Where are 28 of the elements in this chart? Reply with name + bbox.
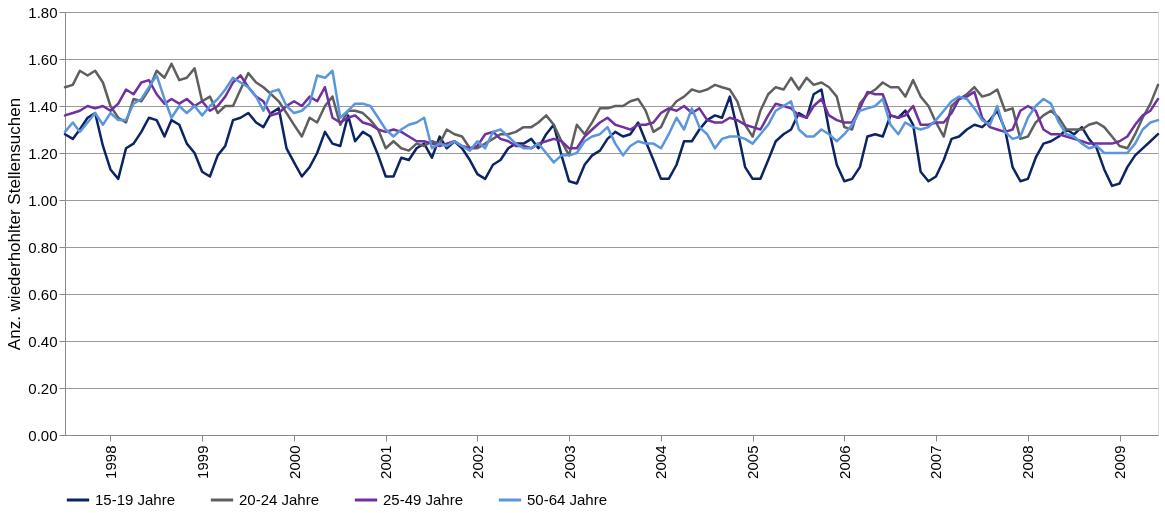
x-tick-label: 2008 — [1019, 445, 1037, 479]
x-tick-label: 1999 — [193, 445, 211, 479]
x-tick-label: 2006 — [835, 445, 853, 479]
legend-label: 50-64 Jahre — [527, 491, 608, 508]
y-tick-label: 0.60 — [28, 285, 58, 303]
y-tick-label: 0.20 — [28, 379, 58, 397]
y-axis-title: Anz. wiederhohlter Stellensuchen — [5, 97, 25, 351]
x-tick-label: 2000 — [285, 445, 303, 479]
legend-label: 20-24 Jahre — [239, 491, 320, 508]
y-tick-label: 1.20 — [28, 144, 58, 162]
y-tick-label: 1.00 — [28, 191, 58, 209]
y-tick-label: 1.80 — [28, 3, 58, 21]
y-tick-label: 0.80 — [28, 238, 58, 256]
x-tick-label: 2009 — [1111, 445, 1129, 479]
x-tick-label: 2005 — [744, 445, 762, 479]
x-tick-label: 2002 — [468, 445, 486, 479]
x-tick-label: 2007 — [927, 445, 945, 479]
x-tick-label: 2001 — [377, 445, 395, 479]
line-series — [63, 88, 1160, 188]
x-tick-label: 2003 — [560, 445, 578, 479]
legend-label: 25-49 Jahre — [383, 491, 464, 508]
y-tick-label: 1.40 — [28, 97, 58, 115]
y-tick-label: 0.00 — [28, 426, 58, 444]
y-tick-label: 0.40 — [28, 332, 58, 350]
legend-label: 15-19 Jahre — [95, 491, 176, 508]
x-tick-label: 1998 — [101, 445, 119, 479]
x-tick-label: 2004 — [652, 445, 670, 479]
y-tick-label: 1.60 — [28, 50, 58, 68]
